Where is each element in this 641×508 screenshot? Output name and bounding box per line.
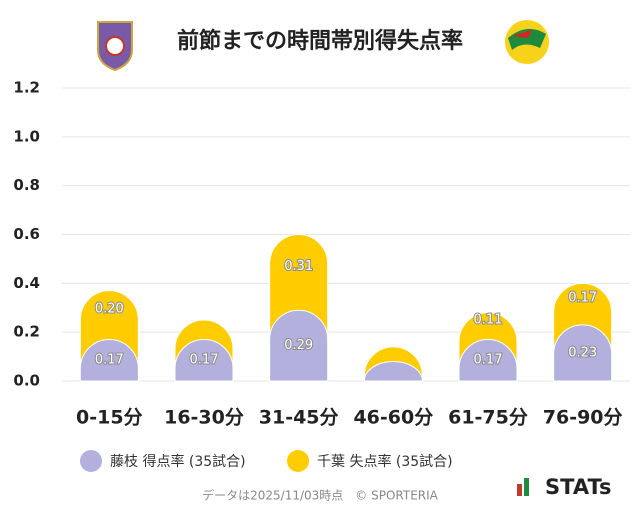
bar-segment [79, 339, 139, 382]
x-tick-label: 76-90分 [543, 407, 623, 429]
y-tick-label: 0.8 [13, 176, 40, 194]
value-label: 0.29 [284, 338, 313, 353]
team-logo-left [97, 21, 133, 72]
legend-swatch [287, 450, 309, 472]
y-tick-label: 1.0 [13, 127, 40, 145]
x-tick-label: 61-75分 [448, 407, 528, 429]
value-label: 0.11 [474, 313, 503, 328]
y-tick-label: 0.2 [13, 323, 40, 341]
legend: 藤枝 得点率 (35試合) 千葉 失点率 (35試合) [80, 450, 453, 472]
bar-segment [363, 361, 423, 382]
brand-icon [517, 484, 522, 496]
value-label: 0.17 [568, 291, 597, 306]
value-label: 0.17 [474, 353, 503, 368]
bar-segment [458, 339, 518, 382]
brand-icon [524, 478, 529, 496]
value-label: 0.31 [284, 259, 313, 274]
y-tick-label: 0.0 [13, 372, 40, 390]
team-logo-right [505, 20, 549, 64]
x-tick-label: 31-45分 [259, 407, 339, 429]
x-tick-label: 46-60分 [353, 407, 433, 429]
bar-segment [269, 309, 329, 382]
footer-note: データは2025/11/03時点 © SPORTERIA [202, 488, 439, 503]
value-label: 0.17 [190, 353, 219, 368]
value-label: 0.17 [95, 353, 124, 368]
y-tick-label: 0.6 [13, 225, 40, 243]
x-tick-label: 16-30分 [164, 407, 244, 429]
bar-segment [269, 234, 329, 340]
x-tick-label: 0-15分 [76, 407, 143, 429]
value-label: 0.23 [568, 345, 597, 360]
legend-label: 千葉 失点率 (35試合) [317, 453, 453, 470]
y-tick-label: 0.4 [13, 274, 40, 292]
chart-title: 前節までの時間帯別得失点率 [177, 28, 463, 54]
value-label: 0.20 [95, 302, 124, 317]
brand-logo: STATs [545, 475, 611, 499]
y-tick-label: 1.2 [13, 79, 40, 97]
bar-segment [553, 324, 613, 382]
bar-segment [174, 339, 234, 382]
legend-label: 藤枝 得点率 (35試合) [110, 453, 246, 470]
legend-swatch [80, 450, 102, 472]
